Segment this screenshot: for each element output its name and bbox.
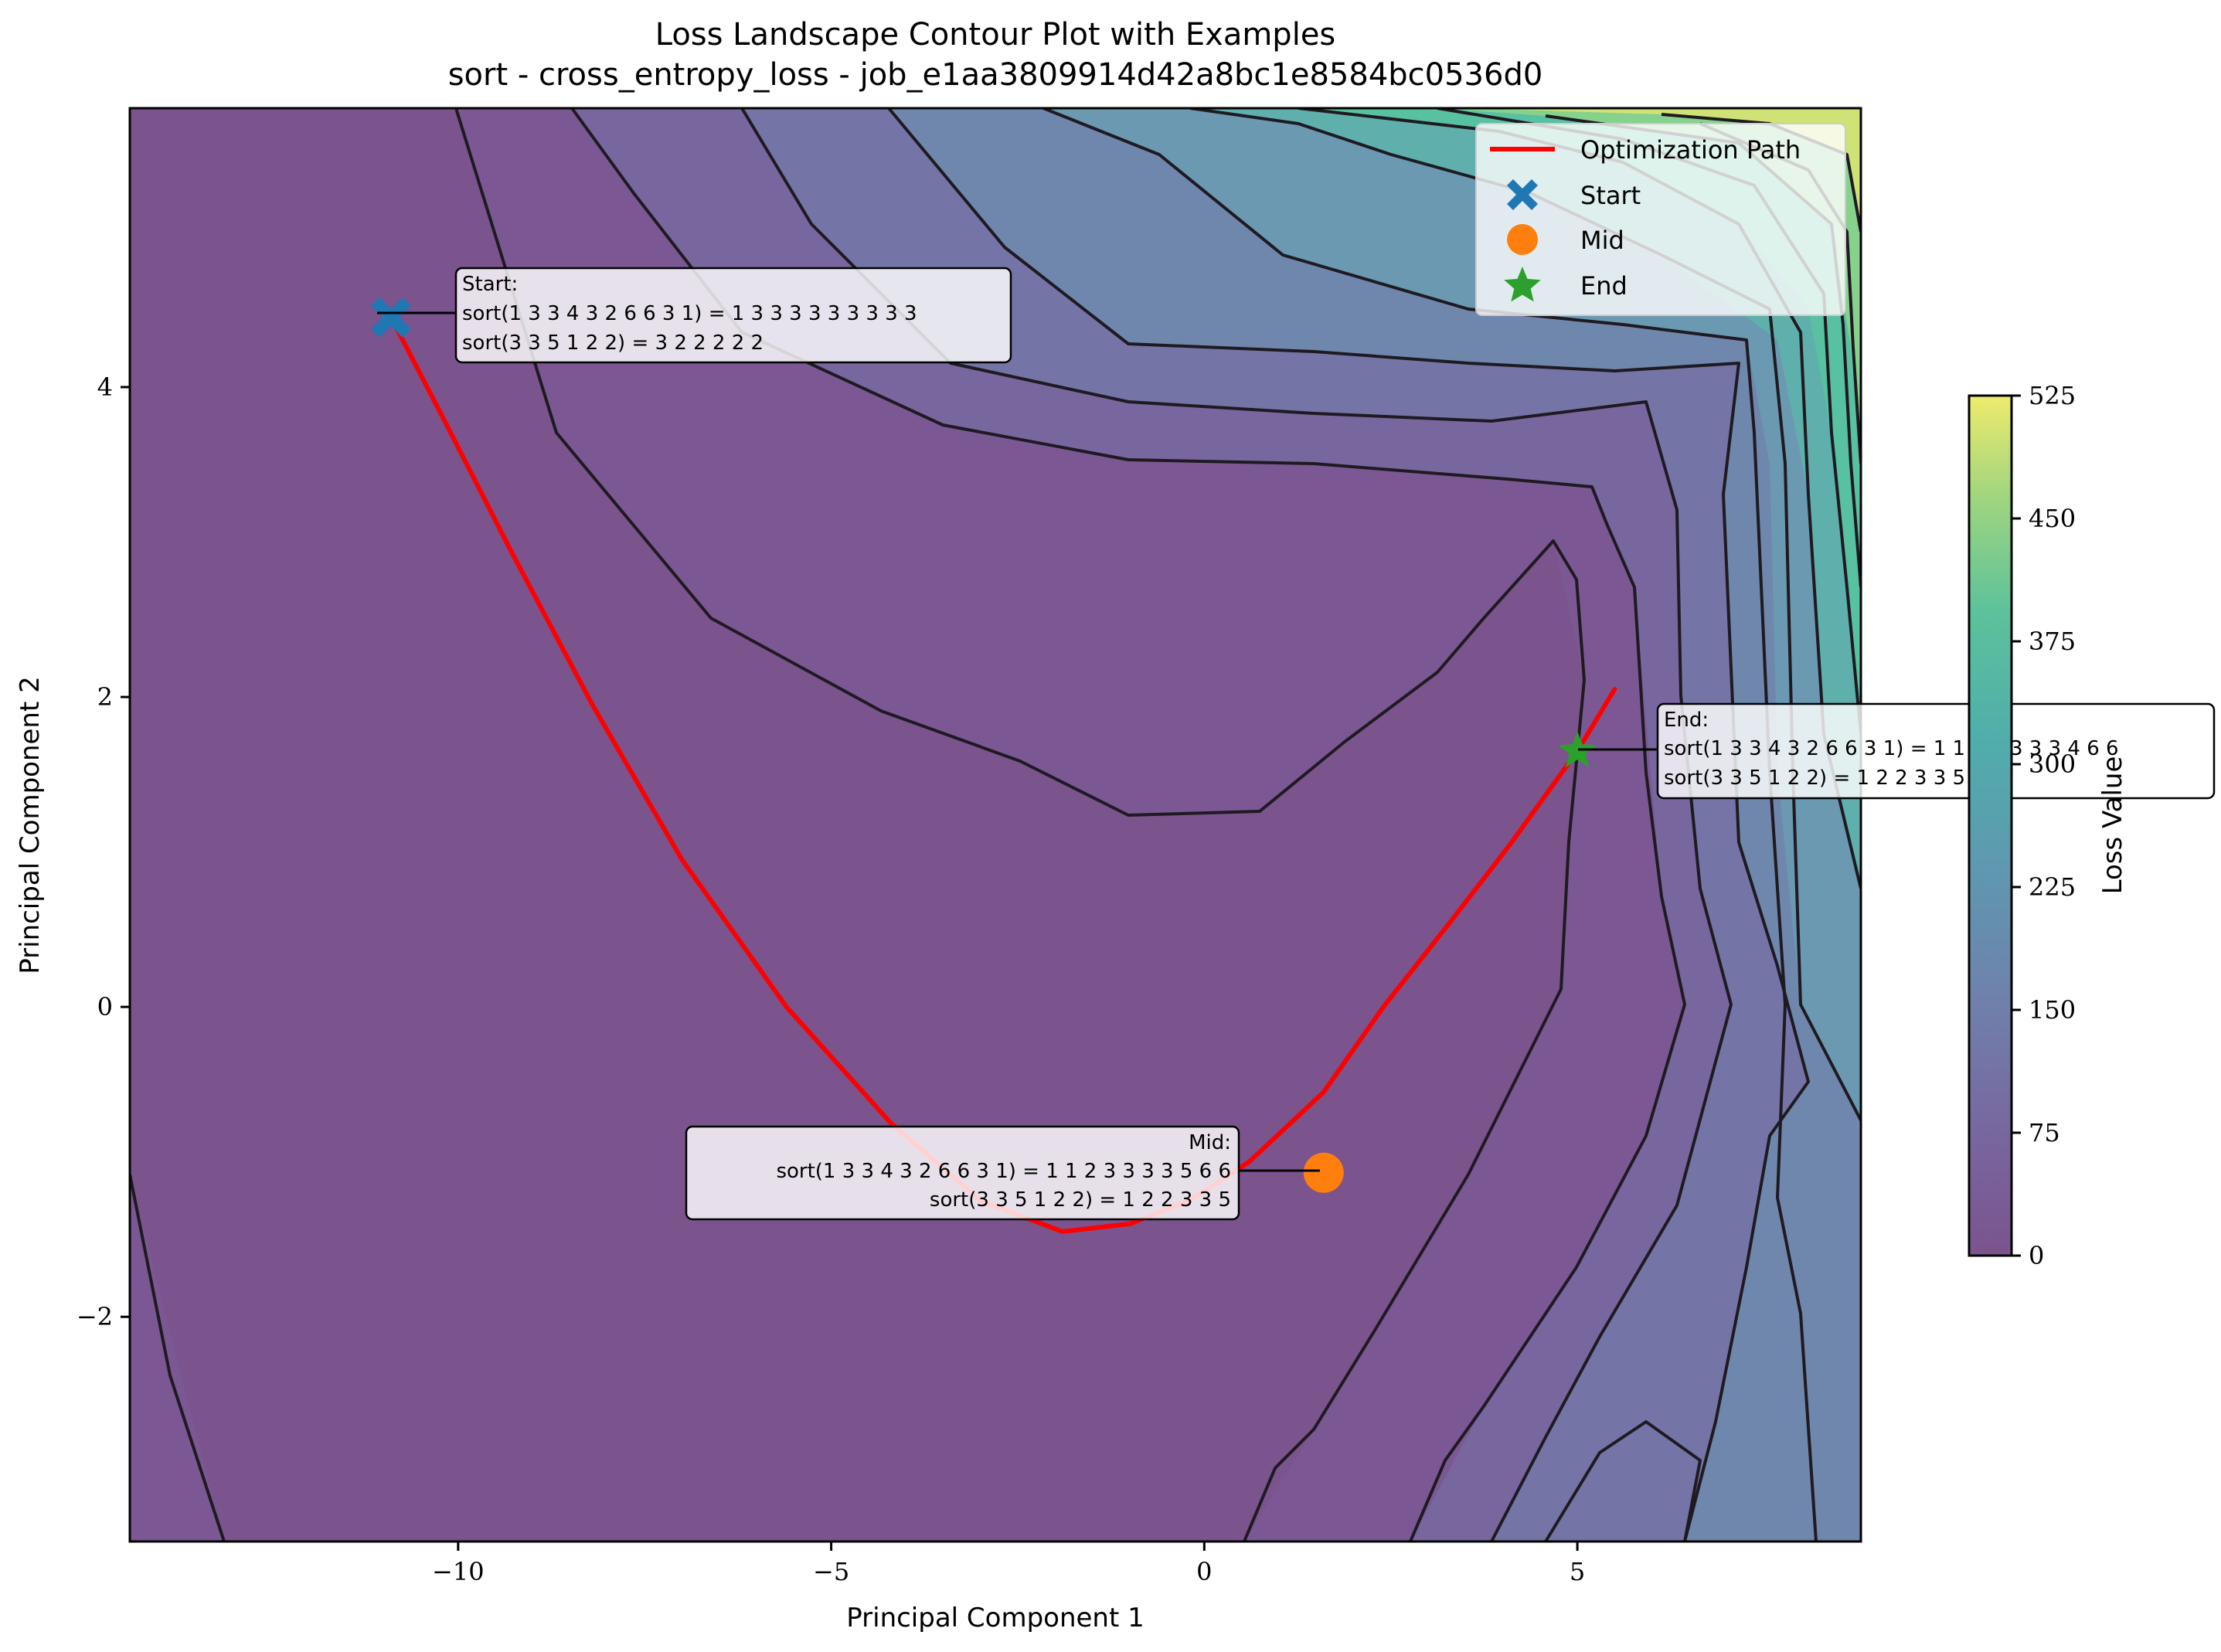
contour-line [130,1174,226,1542]
y-tick-label: 4 [97,372,113,402]
colorbar-tick-label: 75 [2029,1118,2060,1147]
colorbar-tick-label: 150 [2029,995,2076,1025]
contour-line [1042,108,1818,1542]
y-tick-label: 0 [97,992,113,1021]
colorbar-tick-label: 225 [2029,872,2076,902]
legend-end-label: End [1580,271,1627,301]
chart-subtitle: sort - cross_entropy_loss - job_e1aa3809… [448,57,1543,93]
contour-line [454,108,1586,1542]
y-ticks: −2 0 2 4 [77,372,130,1331]
y-tick-label: −2 [77,1302,113,1331]
x-tick-label: 0 [1196,1557,1212,1586]
annotation-end-line2: sort(3 3 5 1 2 2) = 1 2 2 3 3 5 [1664,767,1965,790]
marker-mid [1303,1152,1344,1193]
contour-band [572,108,1861,1542]
colorbar-tick-label: 375 [2029,627,2076,656]
annotation-end: End: sort(1 3 3 4 3 2 6 6 3 1) = 1 1 2 3… [1578,702,2216,800]
colorbar-tick-label: 300 [2029,750,2076,779]
legend-path-label: Optimization Path [1580,135,1801,165]
markers-layer [370,297,1597,1193]
annotation-mid-title: Mid: [1189,1131,1231,1154]
annotation-start-line1: sort(1 3 3 4 3 2 6 6 3 1) = 1 3 3 3 3 3 … [462,302,917,325]
x-tick-label: 5 [1570,1557,1585,1586]
annotation-end-line1: sort(1 3 3 4 3 2 6 6 3 1) = 1 1 2 3 3 3 … [1664,737,2119,760]
contour-line [740,108,1733,1542]
legend-start-label: Start [1580,181,1641,210]
x-tick-label: −10 [432,1557,485,1586]
legend: Optimization Path Start Mid End [1475,123,1846,316]
annotation-mid-line2: sort(3 3 5 1 2 2) = 1 2 2 3 3 5 [930,1188,1231,1212]
annotation-start-title: Start: [462,273,518,296]
annotation-mid: Mid: sort(1 3 3 4 3 2 6 6 3 1) = 1 1 2 3… [685,1125,1320,1221]
annotation-end-box [1656,702,2216,800]
legend-mid-swatch [1507,224,1538,255]
legend-mid-label: Mid [1580,226,1624,255]
colorbar-tick-label: 0 [2029,1241,2044,1270]
annotation-start: Start: sort(1 3 3 4 3 2 6 6 3 1) = 1 3 3… [377,267,1012,364]
colorbar: 0 75 150 225 300 375 450 525 Loss Value [1968,381,2128,1270]
y-tick-label: 2 [97,682,113,712]
x-axis-label: Principal Component 1 [846,1603,1145,1633]
colorbar-tick-label: 525 [2029,381,2076,410]
annotation-end-title: End: [1664,709,1709,732]
marker-start [370,297,411,338]
colorbar-ticks: 0 75 150 225 300 375 450 525 [2012,381,2076,1270]
legend-box [1475,123,1846,316]
colorbar-tick-label: 450 [2029,504,2076,533]
annotation-mid-line1: sort(1 3 3 4 3 2 6 6 3 1) = 1 1 2 3 3 3 … [776,1160,1231,1183]
marker-end [1558,731,1597,768]
annotation-start-line2: sort(3 3 5 1 2 2) = 3 2 2 2 2 2 [462,331,764,355]
chart-title: Loss Landscape Contour Plot with Example… [655,17,1336,53]
plot-frame [128,107,1862,1543]
optimization-path-line [388,314,1617,1234]
contour-band [130,1174,224,1542]
colorbar-gradient [1968,394,2013,1257]
contour-line [1544,1420,1702,1542]
contour-line [887,108,1810,1542]
legend-start-swatch [1507,179,1538,210]
y-axis-label: Principal Component 2 [15,676,46,974]
annotation-start-box [454,267,1012,364]
contour-band [1468,108,1861,232]
colorbar-label: Loss Value [2097,756,2128,895]
legend-end-swatch [1504,267,1541,302]
x-tick-label: −5 [813,1557,849,1586]
contour-line [570,108,1686,1542]
x-ticks: −10 −5 0 5 [432,1542,1585,1586]
annotation-mid-box [685,1125,1240,1221]
